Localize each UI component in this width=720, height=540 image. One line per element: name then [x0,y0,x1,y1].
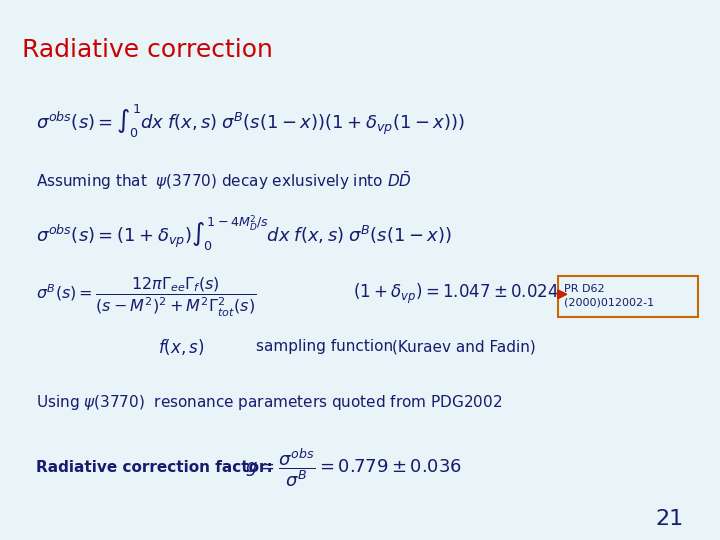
Text: Using $\psi(3770)$  resonance parameters quoted from PDG2002: Using $\psi(3770)$ resonance parameters … [36,393,503,412]
Text: Assuming that  $\psi(3770)$ decay exlusively into $D\bar{D}$: Assuming that $\psi(3770)$ decay exlusiv… [36,170,412,192]
Text: $f(x,s)$: $f(x,s)$ [158,336,205,357]
Text: $\sigma^{obs}(s) = (1+\delta_{vp})\int_0^{1-4M_D^2/s} dx\; f(x,s)\; \sigma^B(s(1: $\sigma^{obs}(s) = (1+\delta_{vp})\int_0… [36,213,452,254]
Text: $(1+\delta_{vp}) = 1.047 \pm 0.024$: $(1+\delta_{vp}) = 1.047 \pm 0.024$ [353,282,559,306]
Text: (Kuraev and Fadin): (Kuraev and Fadin) [392,339,536,354]
Text: $\sigma^B(s) = \dfrac{12\pi\Gamma_{ee}\Gamma_f(s)}{(s-M^2)^2 + M^2\Gamma_{tot}^2: $\sigma^B(s) = \dfrac{12\pi\Gamma_{ee}\G… [36,275,256,319]
Text: $g = \dfrac{\sigma^{obs}}{\sigma^B} = 0.779 \pm 0.036$: $g = \dfrac{\sigma^{obs}}{\sigma^B} = 0.… [245,446,462,489]
Text: 21: 21 [655,509,684,529]
Text: Radiative correction factor:: Radiative correction factor: [36,460,273,475]
Text: Radiative correction: Radiative correction [22,38,272,62]
Text: PR D62
(2000)012002-1: PR D62 (2000)012002-1 [564,284,654,308]
Text: $\sigma^{obs}(s) = \int_0^1 dx\; f(x,s)\; \sigma^B(s(1-x))(1+\delta_{vp}(1-x)))$: $\sigma^{obs}(s) = \int_0^1 dx\; f(x,s)\… [36,103,465,140]
FancyBboxPatch shape [558,276,698,317]
Text: sampling function: sampling function [256,339,392,354]
